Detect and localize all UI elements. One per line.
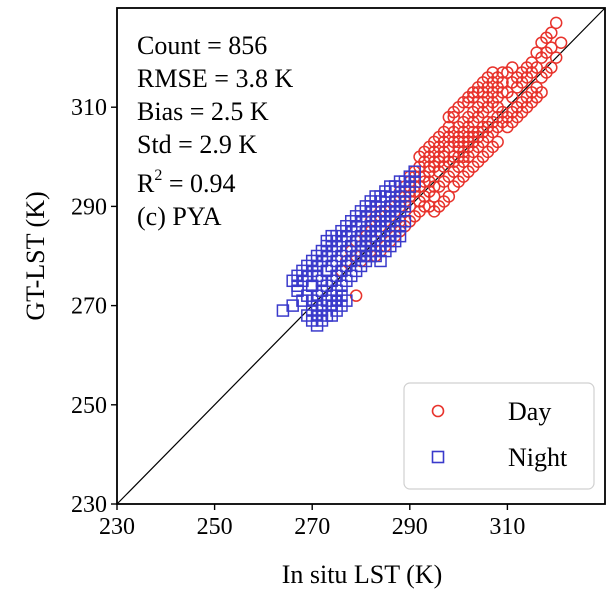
legend-day-label: Day <box>508 397 551 426</box>
r2-annotation: R2 = 0.94 <box>137 167 236 198</box>
x-axis-label: In situ LST (K) <box>282 560 443 589</box>
day-point <box>545 41 558 54</box>
night-point <box>340 294 353 307</box>
day-point <box>506 61 519 74</box>
day-point <box>506 91 519 104</box>
legend-box <box>403 382 595 490</box>
day-point <box>442 110 456 124</box>
night-point <box>310 309 324 322</box>
r2-exponent: 2 <box>154 167 162 184</box>
y-tick-label: 310 <box>71 95 107 121</box>
day-point <box>442 190 456 203</box>
day-point <box>535 36 548 49</box>
day-point <box>491 110 504 124</box>
y-axis: 230 250 270 290 310 <box>71 95 117 518</box>
day-point <box>535 86 548 99</box>
y-tick-label: 290 <box>71 194 107 220</box>
y-tick-label: 250 <box>71 393 107 419</box>
day-point <box>447 150 460 164</box>
x-tick-label: 290 <box>392 514 428 540</box>
night-point <box>393 229 407 243</box>
day-point <box>462 140 475 154</box>
x-tick-label: 230 <box>99 514 135 540</box>
legend-night-marker <box>431 450 445 464</box>
day-point <box>457 150 470 164</box>
bias-annotation: Bias = 2.5 K <box>137 97 269 126</box>
day-point <box>447 135 460 149</box>
night-point <box>398 215 412 228</box>
y-axis-label: GT-LST (K) <box>21 191 50 320</box>
day-point <box>447 155 460 169</box>
plot-frame <box>116 7 606 505</box>
day-point <box>447 180 460 193</box>
x-tick-label: 270 <box>294 514 330 540</box>
day-point <box>423 200 436 213</box>
legend-night-label: Night <box>508 443 568 472</box>
night-point <box>364 200 378 213</box>
std-annotation: Std = 2.9 K <box>137 130 257 159</box>
day-point <box>491 135 504 149</box>
day-point <box>447 110 460 124</box>
r2-prefix: R <box>137 169 155 198</box>
night-point <box>291 279 304 293</box>
night-series <box>276 165 421 332</box>
day-point <box>481 115 495 129</box>
legend-day-marker <box>431 404 445 418</box>
panel-label: (c) PYA <box>137 202 222 231</box>
rmse-annotation: RMSE = 3.8 K <box>137 64 293 93</box>
r2-value: = 0.94 <box>162 169 235 198</box>
night-point <box>408 165 421 178</box>
day-point <box>471 86 485 99</box>
x-tick-label: 310 <box>489 514 525 540</box>
day-point <box>423 165 436 178</box>
day-point <box>423 160 436 173</box>
count-annotation: Count = 856 <box>137 31 267 60</box>
day-point <box>554 36 568 49</box>
day-point <box>491 100 504 114</box>
day-point <box>452 135 465 149</box>
day-point <box>549 16 563 30</box>
day-point <box>437 150 451 164</box>
day-point <box>545 61 558 74</box>
night-point <box>398 195 412 208</box>
day-point <box>496 86 509 99</box>
day-point <box>506 76 519 89</box>
y-tick-label: 270 <box>71 294 107 320</box>
day-point <box>549 51 563 64</box>
x-tick-label: 250 <box>197 514 233 540</box>
day-point <box>442 120 456 134</box>
night-point <box>310 299 324 312</box>
day-point <box>530 46 543 59</box>
day-point <box>427 190 441 203</box>
night-point <box>325 229 338 243</box>
stats-annotation: Count = 856 RMSE = 3.8 K Bias = 2.5 K St… <box>137 31 293 231</box>
legend: Day Night <box>403 382 595 490</box>
x-axis: 230 250 270 290 310 <box>99 504 525 540</box>
day-point <box>496 66 509 79</box>
y-tick-label: 230 <box>71 492 107 518</box>
